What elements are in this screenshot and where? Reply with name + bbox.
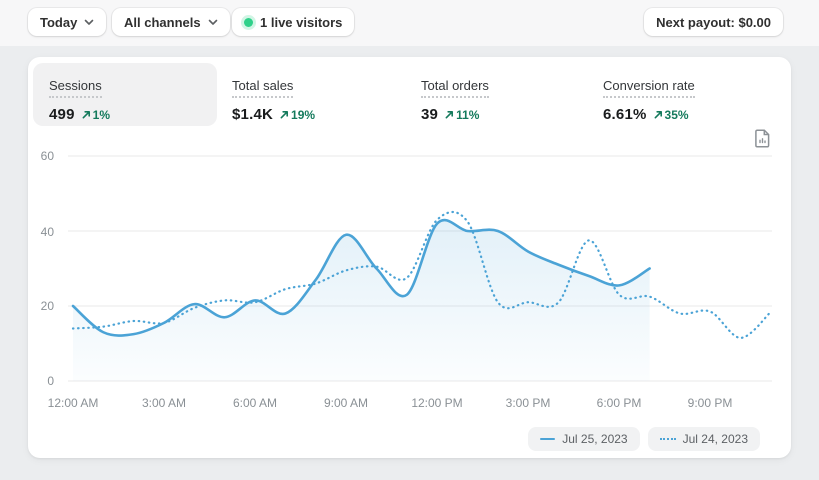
x-axis-tick: 9:00 PM	[687, 396, 733, 410]
metric-delta: 19%	[280, 108, 315, 122]
channel-filter-label: All channels	[124, 14, 201, 30]
y-axis-tick: 60	[40, 149, 54, 163]
y-axis-tick: 20	[40, 299, 54, 313]
legend-label: Jul 25, 2023	[562, 432, 628, 446]
x-axis-tick: 6:00 PM	[596, 396, 642, 410]
y-axis-tick: 0	[47, 374, 54, 388]
live-visitors-button[interactable]: 1 live visitors	[232, 8, 355, 36]
date-range-label: Today	[40, 14, 78, 30]
trend-up-icon	[280, 110, 289, 119]
metric-delta: 11%	[445, 108, 479, 122]
report-file-icon	[754, 128, 771, 148]
channel-filter-button[interactable]: All channels	[112, 8, 230, 36]
metric-tab-conversion-rate[interactable]: Conversion rate 6.61% 35%	[603, 77, 695, 123]
chart-legend: Jul 25, 2023 Jul 24, 2023	[528, 427, 760, 451]
series-area-0	[73, 220, 650, 381]
view-report-button[interactable]	[749, 125, 775, 151]
metric-value: 499	[49, 106, 75, 123]
metric-label: Conversion rate	[603, 78, 695, 98]
legend-label: Jul 24, 2023	[682, 432, 748, 446]
metric-tab-total-sales[interactable]: Total sales $1.4K 19%	[232, 77, 315, 123]
metric-label: Sessions	[49, 78, 102, 98]
x-axis-tick: 3:00 AM	[141, 396, 187, 410]
dotted-line-icon	[659, 438, 676, 440]
metric-value: $1.4K	[232, 106, 274, 123]
next-payout-label: Next payout: $0.00	[656, 14, 771, 30]
series-line-1[interactable]	[71, 210, 773, 339]
live-visitors-label: 1 live visitors	[260, 14, 343, 30]
analytics-card: Sessions 499 1% Total sales $1.4K 19% To…	[28, 57, 791, 458]
metric-value: 39	[421, 106, 439, 123]
next-payout-button[interactable]: Next payout: $0.00	[644, 8, 783, 36]
x-axis-tick: 9:00 AM	[323, 396, 369, 410]
metric-delta: 35%	[654, 108, 689, 122]
top-toolbar: Today All channels 1 live visitors Next …	[0, 0, 819, 46]
chevron-down-icon	[208, 19, 218, 26]
metric-tab-total-orders[interactable]: Total orders 39 11%	[421, 77, 489, 123]
metric-label: Total sales	[232, 78, 294, 98]
x-axis-tick: 12:00 AM	[47, 396, 99, 410]
sessions-chart[interactable]	[28, 57, 791, 458]
x-axis-tick: 12:00 PM	[411, 396, 463, 410]
x-axis-tick: 3:00 PM	[505, 396, 551, 410]
metric-tab-sessions[interactable]: Sessions 499 1%	[33, 63, 217, 126]
chevron-down-icon	[84, 19, 94, 26]
trend-up-icon	[654, 110, 663, 119]
metric-label: Total orders	[421, 78, 489, 98]
live-dot-icon	[244, 17, 253, 27]
legend-item-previous-period[interactable]: Jul 24, 2023	[647, 427, 760, 451]
trend-up-icon	[445, 110, 454, 119]
date-range-button[interactable]: Today	[28, 8, 107, 36]
solid-line-icon	[540, 438, 556, 440]
trend-up-icon	[82, 110, 91, 119]
y-axis-tick: 40	[40, 225, 54, 239]
metric-delta: 1%	[82, 108, 110, 122]
series-line-0[interactable]	[71, 218, 651, 337]
x-axis-tick: 6:00 AM	[232, 396, 278, 410]
metric-value: 6.61%	[603, 106, 647, 123]
legend-item-current-period[interactable]: Jul 25, 2023	[528, 427, 640, 451]
